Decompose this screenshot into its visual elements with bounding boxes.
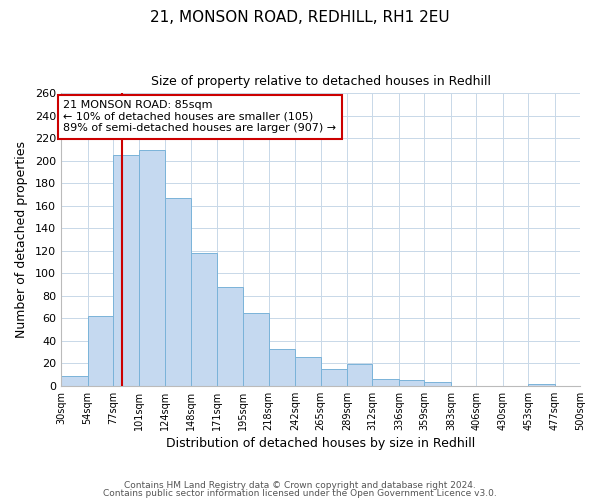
Bar xyxy=(320,369,347,386)
Bar xyxy=(269,348,295,386)
Bar xyxy=(191,253,217,386)
Bar xyxy=(113,155,139,386)
Text: Contains HM Land Registry data © Crown copyright and database right 2024.: Contains HM Land Registry data © Crown c… xyxy=(124,481,476,490)
Text: 21, MONSON ROAD, REDHILL, RH1 2EU: 21, MONSON ROAD, REDHILL, RH1 2EU xyxy=(150,10,450,25)
Title: Size of property relative to detached houses in Redhill: Size of property relative to detached ho… xyxy=(151,75,491,88)
Bar xyxy=(217,287,243,386)
Bar xyxy=(424,382,451,386)
Bar xyxy=(528,384,554,386)
Y-axis label: Number of detached properties: Number of detached properties xyxy=(15,141,28,338)
Bar xyxy=(399,380,424,386)
Text: 21 MONSON ROAD: 85sqm
← 10% of detached houses are smaller (105)
89% of semi-det: 21 MONSON ROAD: 85sqm ← 10% of detached … xyxy=(63,100,337,134)
Bar xyxy=(139,150,165,386)
Bar xyxy=(347,364,373,386)
Bar xyxy=(88,316,113,386)
X-axis label: Distribution of detached houses by size in Redhill: Distribution of detached houses by size … xyxy=(166,437,475,450)
Bar xyxy=(61,376,88,386)
Bar xyxy=(243,312,269,386)
Text: Contains public sector information licensed under the Open Government Licence v3: Contains public sector information licen… xyxy=(103,488,497,498)
Bar xyxy=(373,379,399,386)
Bar xyxy=(165,198,191,386)
Bar xyxy=(295,356,320,386)
